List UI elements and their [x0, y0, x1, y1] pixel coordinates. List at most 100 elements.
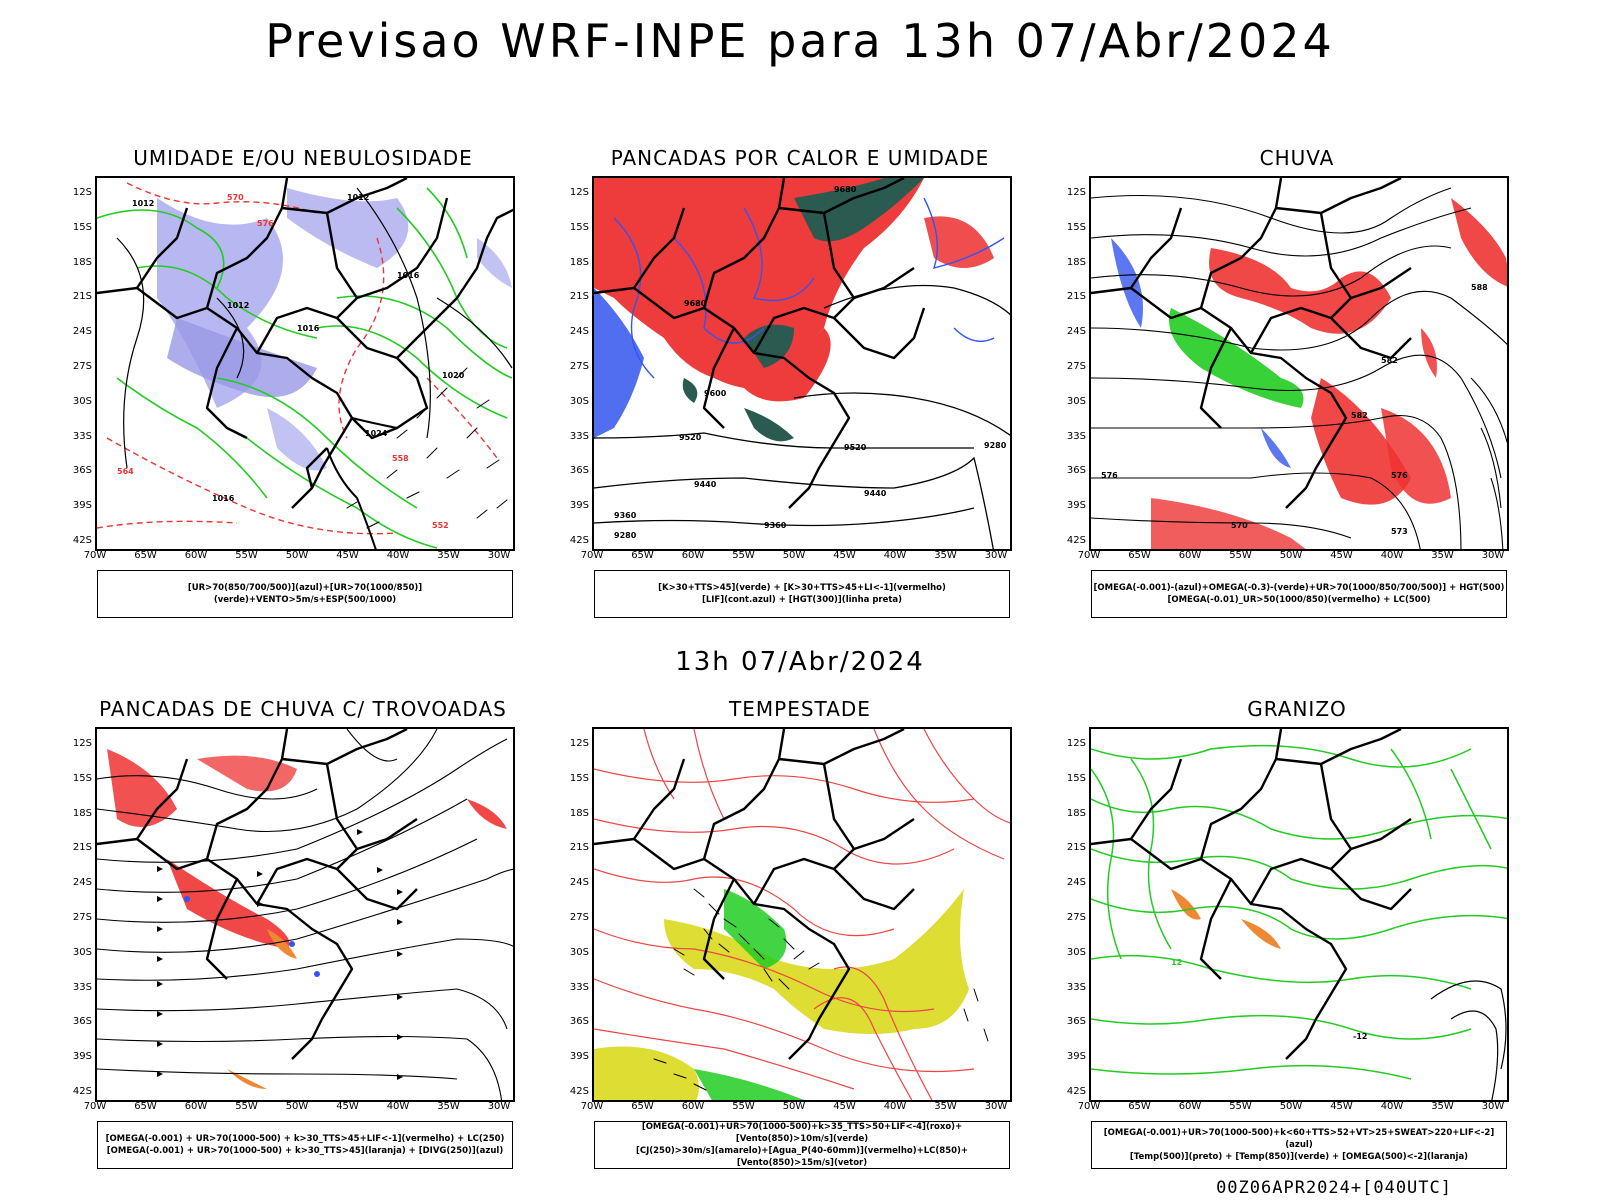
longitude-label: 60W	[681, 1101, 705, 1112]
legend-tempestade: [OMEGA(-0.001)+UR>70(1000-500)+k>35_TTS>…	[594, 1121, 1010, 1169]
longitude-label: 50W	[285, 1101, 309, 1112]
latitude-label: 42S	[569, 1086, 589, 1097]
panel-title-tempestade: TEMPESTADE	[729, 697, 871, 721]
longitude-label: 55W	[732, 1101, 755, 1112]
latitude-label: 30S	[569, 395, 589, 407]
latitude-label: 39S	[72, 500, 92, 512]
latitude-label: 12S	[569, 738, 589, 749]
contour-label: 9440	[694, 480, 717, 489]
latitude-label: 24S	[1066, 877, 1086, 889]
latitude-label: 27S	[569, 361, 589, 372]
longitude-label: 45W	[833, 550, 856, 561]
longitude-label: 60W	[681, 550, 705, 561]
longitude-label: 55W	[1229, 1101, 1252, 1112]
latitude-label: 21S	[569, 291, 589, 303]
map-pancadas-calor[interactable]: 9680 9680 9600 9520 9440 9360 9280 9520 …	[592, 176, 1012, 551]
legend-line: [OMEGA(-0.001) + UR>70(1000-500) + k>30_…	[106, 1146, 504, 1156]
longitude-label: 40W	[386, 550, 410, 561]
longitude-label: 35W	[1431, 1101, 1454, 1112]
latitude-label: 33S	[1066, 981, 1086, 993]
latitude-label: 39S	[1066, 500, 1086, 512]
longitude-label: 70W	[580, 1101, 604, 1112]
longitude-label: 65W	[134, 1101, 157, 1112]
latitude-label: 30S	[72, 946, 92, 958]
contour-label: 1016	[212, 494, 235, 503]
latitude-label: 24S	[1066, 326, 1086, 338]
latitude-label: 15S	[72, 772, 92, 784]
contour-label: 9680	[684, 299, 707, 308]
longitude-label: 30W	[1481, 550, 1505, 561]
contour-label: -12	[1353, 1032, 1367, 1041]
contour-label: 1016	[297, 324, 320, 333]
latitude-label: 42S	[72, 535, 92, 546]
longitude-label: 70W	[1077, 1101, 1101, 1112]
main-title: Previsao WRF-INPE para 13h 07/Abr/2024	[265, 14, 1335, 68]
latitude-label: 39S	[1066, 1051, 1086, 1063]
contour-label: 1016	[397, 271, 420, 280]
latitude-label: 12S	[72, 738, 92, 749]
map-chuva[interactable]: 576 582 588 582 576 573 570	[1089, 176, 1509, 551]
latitude-label: 39S	[569, 1051, 589, 1063]
longitude-label: 45W	[833, 1101, 856, 1112]
latitude-label: 33S	[72, 430, 92, 442]
latitude-label: 27S	[1066, 912, 1086, 923]
latitude-label: 15S	[569, 772, 589, 784]
map-granizo[interactable]: -12 12	[1089, 727, 1509, 1102]
latitude-label: 24S	[569, 326, 589, 338]
longitude-label: 65W	[631, 550, 654, 561]
map-tempestade[interactable]	[592, 727, 1012, 1102]
latitude-label: 27S	[1066, 361, 1086, 372]
legend-chuva: [OMEGA(-0.001)-(azul)+OMEGA(-0.3)-(verde…	[1091, 570, 1507, 618]
latitude-label: 36S	[569, 465, 589, 477]
contour-label: 9360	[614, 511, 637, 520]
longitude-label: 35W	[934, 550, 957, 561]
legend-trovoadas: [OMEGA(-0.001) + UR>70(1000-500) + k>30_…	[97, 1121, 513, 1169]
map-trovoadas[interactable]	[95, 727, 515, 1102]
latitude-label: 18S	[1066, 256, 1086, 268]
longitude-label: 50W	[1279, 1101, 1303, 1112]
latitude-label: 36S	[1066, 465, 1086, 477]
longitude-label: 30W	[984, 1101, 1008, 1112]
longitude-label: 70W	[1077, 550, 1101, 561]
latitude-label: 15S	[1066, 221, 1086, 233]
contour-label: 576	[1391, 471, 1408, 480]
panel-title-pancadas-calor: PANCADAS POR CALOR E UMIDADE	[610, 146, 990, 170]
legend-line: [LIF](cont.azul) + [HGT(300)](linha pret…	[701, 595, 903, 605]
latitude-label: 18S	[72, 256, 92, 268]
longitude-label: 55W	[235, 550, 258, 561]
contour-label: 558	[392, 454, 409, 463]
longitude-label: 55W	[732, 550, 755, 561]
longitude-label: 60W	[184, 550, 208, 561]
latitude-label: 42S	[569, 535, 589, 546]
longitude-label: 65W	[1128, 550, 1151, 561]
latitude-label: 33S	[569, 430, 589, 442]
longitude-label: 45W	[1330, 1101, 1353, 1112]
longitude-label: 35W	[1431, 550, 1454, 561]
contour-label: 588	[1471, 283, 1488, 292]
model-run-label: 00Z06APR2024+[040UTC]	[1216, 1178, 1452, 1198]
longitude-label: 45W	[336, 1101, 359, 1112]
legend-umidade: [UR>70(850/700/500)](azul)+[UR>70(1000/8…	[97, 570, 513, 618]
longitude-label: 40W	[386, 1101, 410, 1112]
legend-line: [UR>70(850/700/500)](azul)+[UR>70(1000/8…	[187, 583, 423, 605]
legend-granizo: [OMEGA(-0.001)+UR>70(1000-500)+k<60+TTS>…	[1091, 1121, 1507, 1169]
longitude-label: 70W	[83, 1101, 107, 1112]
longitude-label: 40W	[1380, 1101, 1404, 1112]
latitude-label: 18S	[1066, 807, 1086, 819]
longitude-label: 40W	[1380, 550, 1404, 561]
latitude-label: 24S	[72, 326, 92, 338]
legend-line: [OMEGA(-0.001)+UR>70(1000-500)+k<60+TTS>…	[1103, 1128, 1495, 1150]
longitude-label: 65W	[631, 1101, 654, 1112]
contour-label: 552	[432, 521, 449, 530]
latitude-label: 33S	[72, 981, 92, 993]
longitude-label: 30W	[1481, 1101, 1505, 1112]
contour-label: 582	[1351, 411, 1368, 420]
map-umidade[interactable]: 1012 1012 1012 1016 1016 1020 1024 1016 …	[95, 176, 515, 551]
latitude-label: 21S	[569, 842, 589, 854]
latitude-label: 33S	[1066, 430, 1086, 442]
longitude-label: 45W	[1330, 550, 1353, 561]
contour-label: 576	[257, 219, 274, 228]
latitude-label: 30S	[1066, 395, 1086, 407]
latitude-label: 36S	[1066, 1016, 1086, 1028]
contour-label: 1012	[227, 301, 249, 310]
